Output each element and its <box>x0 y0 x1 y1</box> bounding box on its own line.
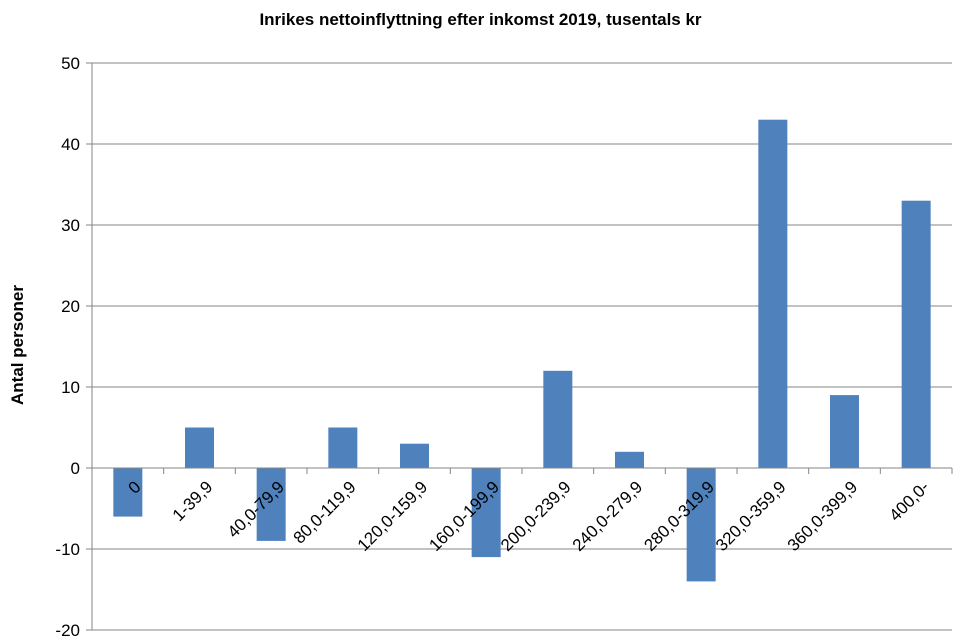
bar <box>471 468 501 558</box>
chart-title: Inrikes nettoinflyttning efter inkomst 2… <box>259 10 702 29</box>
x-tick-label: 320,0-359,9 <box>712 477 790 555</box>
y-tick-label: 30 <box>61 216 80 235</box>
bar <box>901 200 931 468</box>
y-tick-label: 50 <box>61 54 80 73</box>
y-tick-label: 20 <box>61 297 80 316</box>
x-tick-label: 200,0-239,9 <box>497 477 575 555</box>
y-tick-label: 0 <box>71 459 80 478</box>
x-tick-labels: 0 1-39,9 40,0-79,9 80,0-119,9120,0-159,9160… <box>125 477 933 555</box>
x-tick-label: 360,0-399,9 <box>784 477 862 555</box>
y-tick-label: 40 <box>61 135 80 154</box>
bar <box>543 370 573 468</box>
y-tick-label: -10 <box>55 540 80 559</box>
x-tick-label: 120,0-159,9 <box>354 477 432 555</box>
gridlines <box>92 62 952 631</box>
x-tick-label: 400,0- <box>885 477 933 525</box>
bar <box>400 443 429 468</box>
bar <box>686 468 716 582</box>
y-tick-labels: -20 -10 0 10 20 30 40 50 <box>55 54 80 637</box>
y-tick-label: -20 <box>55 621 80 637</box>
bar <box>830 395 859 468</box>
axes <box>86 62 953 631</box>
bar <box>758 119 788 468</box>
y-axis-label: Antal personer <box>8 285 27 405</box>
bars <box>113 119 931 582</box>
x-tick-label: 240,0-279,9 <box>569 477 647 555</box>
x-tick-label: 1-39,9 <box>169 477 217 525</box>
bar <box>185 427 214 468</box>
y-tick-label: 10 <box>61 378 80 397</box>
bar <box>256 468 286 541</box>
bar <box>113 468 143 517</box>
bar <box>328 427 358 468</box>
x-tick-label: 80,0-119,9 <box>290 477 360 547</box>
bar <box>615 451 644 468</box>
